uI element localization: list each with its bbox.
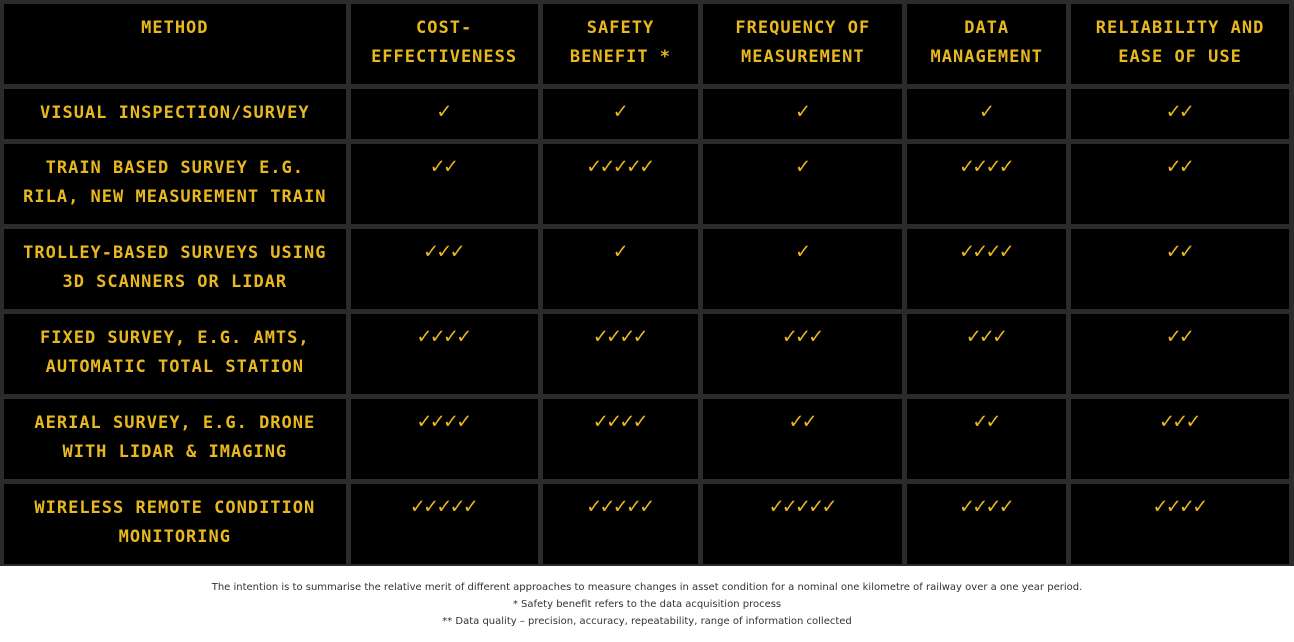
header-frequency: Frequency of measurement [703, 4, 903, 84]
rating-cell: ✓✓✓✓ [907, 229, 1067, 309]
rating-cell: ✓✓ [907, 399, 1067, 479]
rating-cell: ✓✓✓✓✓ [350, 484, 538, 564]
rating-cell: ✓✓ [350, 144, 538, 224]
rating-cell: ✓ [542, 89, 699, 139]
header-row: Method Cost-effectiveness Safety benefit… [4, 4, 1289, 84]
rating-cell: ✓✓✓✓✓ [703, 484, 903, 564]
method-cell: Wireless remote condition monitoring [4, 484, 346, 564]
rating-cell: ✓ [703, 89, 903, 139]
rating-cell: ✓✓ [1071, 89, 1289, 139]
table-row: Visual inspection/survey ✓ ✓ ✓ ✓ ✓✓ [4, 89, 1289, 139]
header-reliability: Reliability and ease of use [1071, 4, 1289, 84]
footnote-intention: The intention is to summarise the relati… [211, 582, 1083, 593]
rating-cell: ✓✓✓✓ [350, 314, 538, 394]
rating-cell: ✓ [703, 144, 903, 224]
method-cell: Fixed survey, e.g. AMTS, Automatic Total… [4, 314, 346, 394]
header-safety-benefit: Safety benefit * [542, 4, 699, 84]
table-row: Wireless remote condition monitoring ✓✓✓… [4, 484, 1289, 564]
rating-cell: ✓ [350, 89, 538, 139]
rating-cell: ✓ [542, 229, 699, 309]
rating-cell: ✓✓✓✓ [542, 399, 699, 479]
rating-cell: ✓✓✓✓ [542, 314, 699, 394]
table-row: Fixed survey, e.g. AMTS, Automatic Total… [4, 314, 1289, 394]
rating-cell: ✓✓✓ [350, 229, 538, 309]
footnote-data-quality: ** Data quality – precision, accuracy, r… [442, 616, 852, 627]
footnotes: The intention is to summarise the relati… [0, 566, 1294, 630]
rating-cell: ✓✓✓ [907, 314, 1067, 394]
rating-cell: ✓✓✓✓ [1071, 484, 1289, 564]
table-row: Train based survey e.g. RILA, New Measur… [4, 144, 1289, 224]
rating-cell: ✓✓ [1071, 229, 1289, 309]
comparison-board: Method Cost-effectiveness Safety benefit… [0, 0, 1294, 566]
rating-cell: ✓✓ [1071, 314, 1289, 394]
table-row: Trolley-based surveys using 3D scanners … [4, 229, 1289, 309]
rating-cell: ✓✓✓ [1071, 399, 1289, 479]
table-row: Aerial survey, e.g. drone with LiDAR & i… [4, 399, 1289, 479]
method-cell: Aerial survey, e.g. drone with LiDAR & i… [4, 399, 346, 479]
rating-cell: ✓✓✓✓ [907, 144, 1067, 224]
rating-cell: ✓ [907, 89, 1067, 139]
rating-cell: ✓✓✓ [703, 314, 903, 394]
header-method: Method [4, 4, 346, 84]
rating-cell: ✓✓✓✓ [350, 399, 538, 479]
rating-cell: ✓✓ [1071, 144, 1289, 224]
rating-cell: ✓✓✓✓✓ [542, 484, 699, 564]
rating-cell: ✓✓ [703, 399, 903, 479]
rating-cell: ✓ [703, 229, 903, 309]
method-cell: Trolley-based surveys using 3D scanners … [4, 229, 346, 309]
rating-cell: ✓✓✓✓ [907, 484, 1067, 564]
header-data-management: Data management [907, 4, 1067, 84]
method-cell: Train based survey e.g. RILA, New Measur… [4, 144, 346, 224]
rating-cell: ✓✓✓✓✓ [542, 144, 699, 224]
footnote-safety-benefit: * Safety benefit refers to the data acqu… [512, 599, 782, 610]
header-cost-effectiveness: Cost-effectiveness [350, 4, 538, 84]
comparison-table: Method Cost-effectiveness Safety benefit… [4, 4, 1289, 564]
method-cell: Visual inspection/survey [4, 89, 346, 139]
